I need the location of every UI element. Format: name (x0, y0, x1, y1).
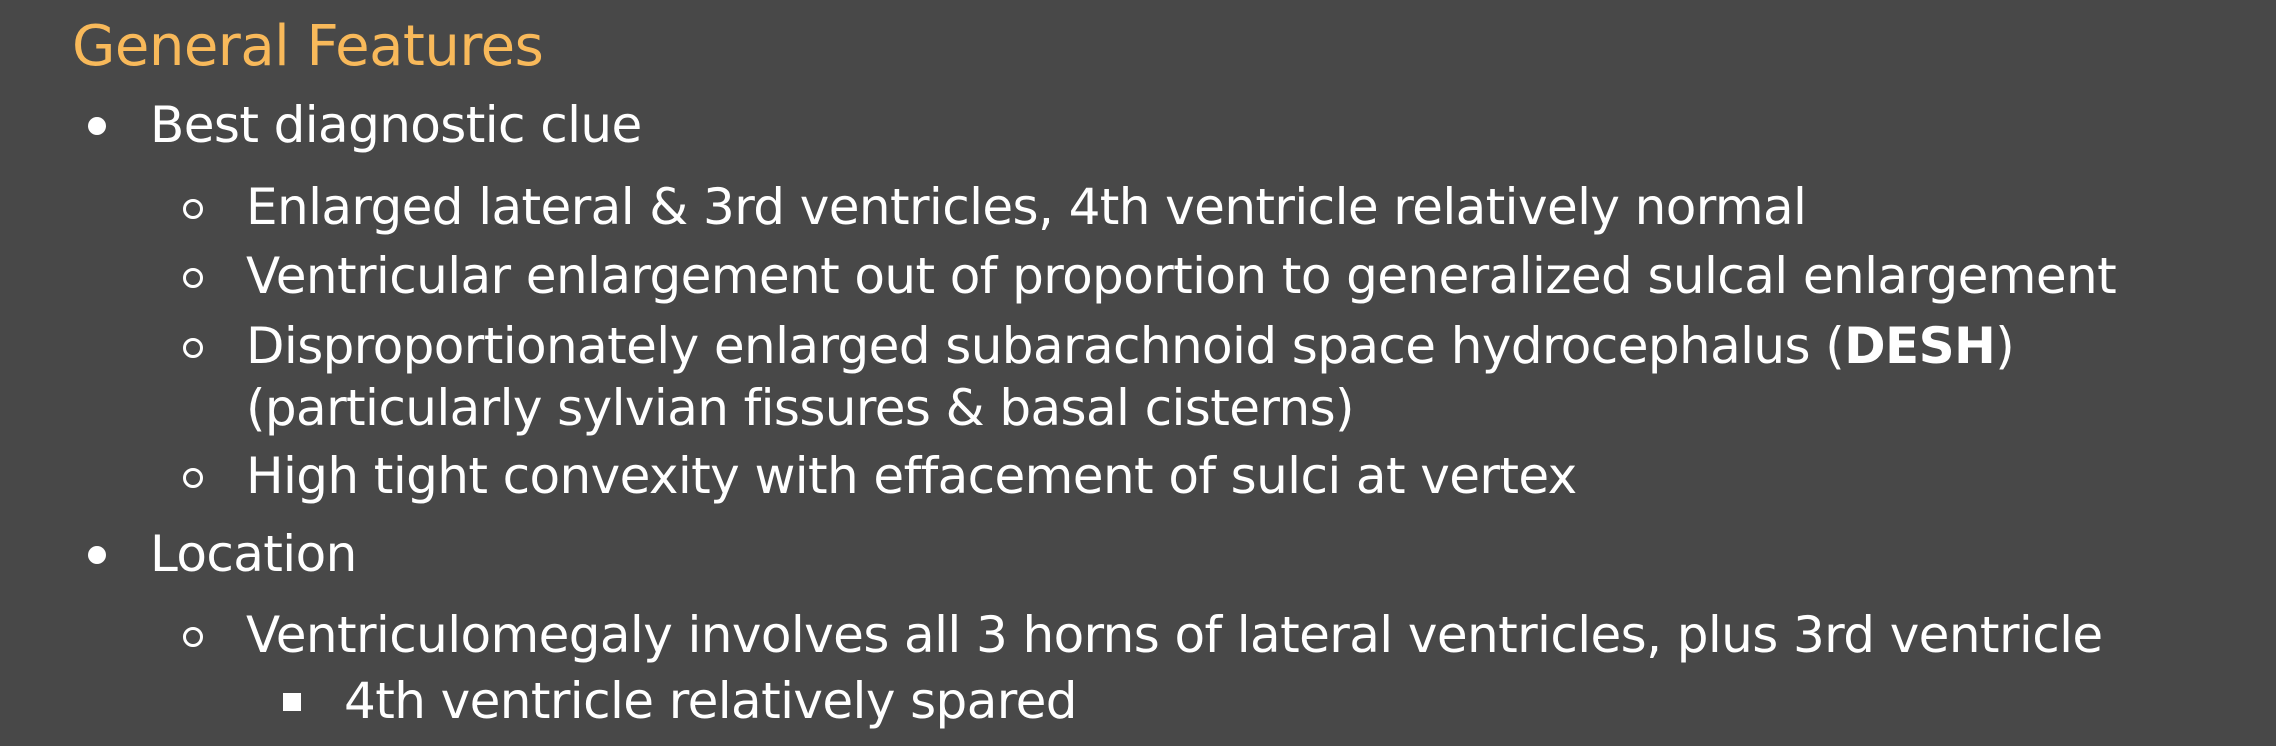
desh-text-before: Disproportionately enlarged subarachnoid… (246, 317, 1845, 375)
sub-item-desh-continuation: (particularly sylvian fissures & basal c… (246, 379, 1355, 437)
list-item-location: Location (150, 525, 357, 583)
list-item-best-diagnostic-clue: Best diagnostic clue (150, 96, 642, 154)
desh-text-after: ) (1995, 317, 2015, 375)
bullet-disc-icon (88, 117, 106, 135)
sub-item-ventricular-enlargement: Ventricular enlargement out of proportio… (246, 247, 2117, 305)
bullet-circle-icon (183, 338, 203, 358)
desh-abbreviation: DESH (1844, 317, 1996, 375)
sub-item-ventriculomegaly: Ventriculomegaly involves all 3 horns of… (246, 606, 2103, 664)
bullet-circle-icon (183, 627, 203, 647)
bullet-square-icon (283, 693, 301, 711)
sub-item-enlarged-ventricles: Enlarged lateral & 3rd ventricles, 4th v… (246, 178, 1807, 236)
sub-item-desh: Disproportionately enlarged subarachnoid… (246, 315, 2015, 377)
bullet-disc-icon (88, 546, 106, 564)
bullet-circle-icon (183, 468, 203, 488)
section-heading: General Features (72, 14, 544, 79)
bullet-circle-icon (183, 199, 203, 219)
sub-sub-item-4th-ventricle-spared: 4th ventricle relatively spared (344, 672, 1077, 730)
bullet-circle-icon (183, 268, 203, 288)
sub-item-high-tight-convexity: High tight convexity with effacement of … (246, 447, 1577, 505)
